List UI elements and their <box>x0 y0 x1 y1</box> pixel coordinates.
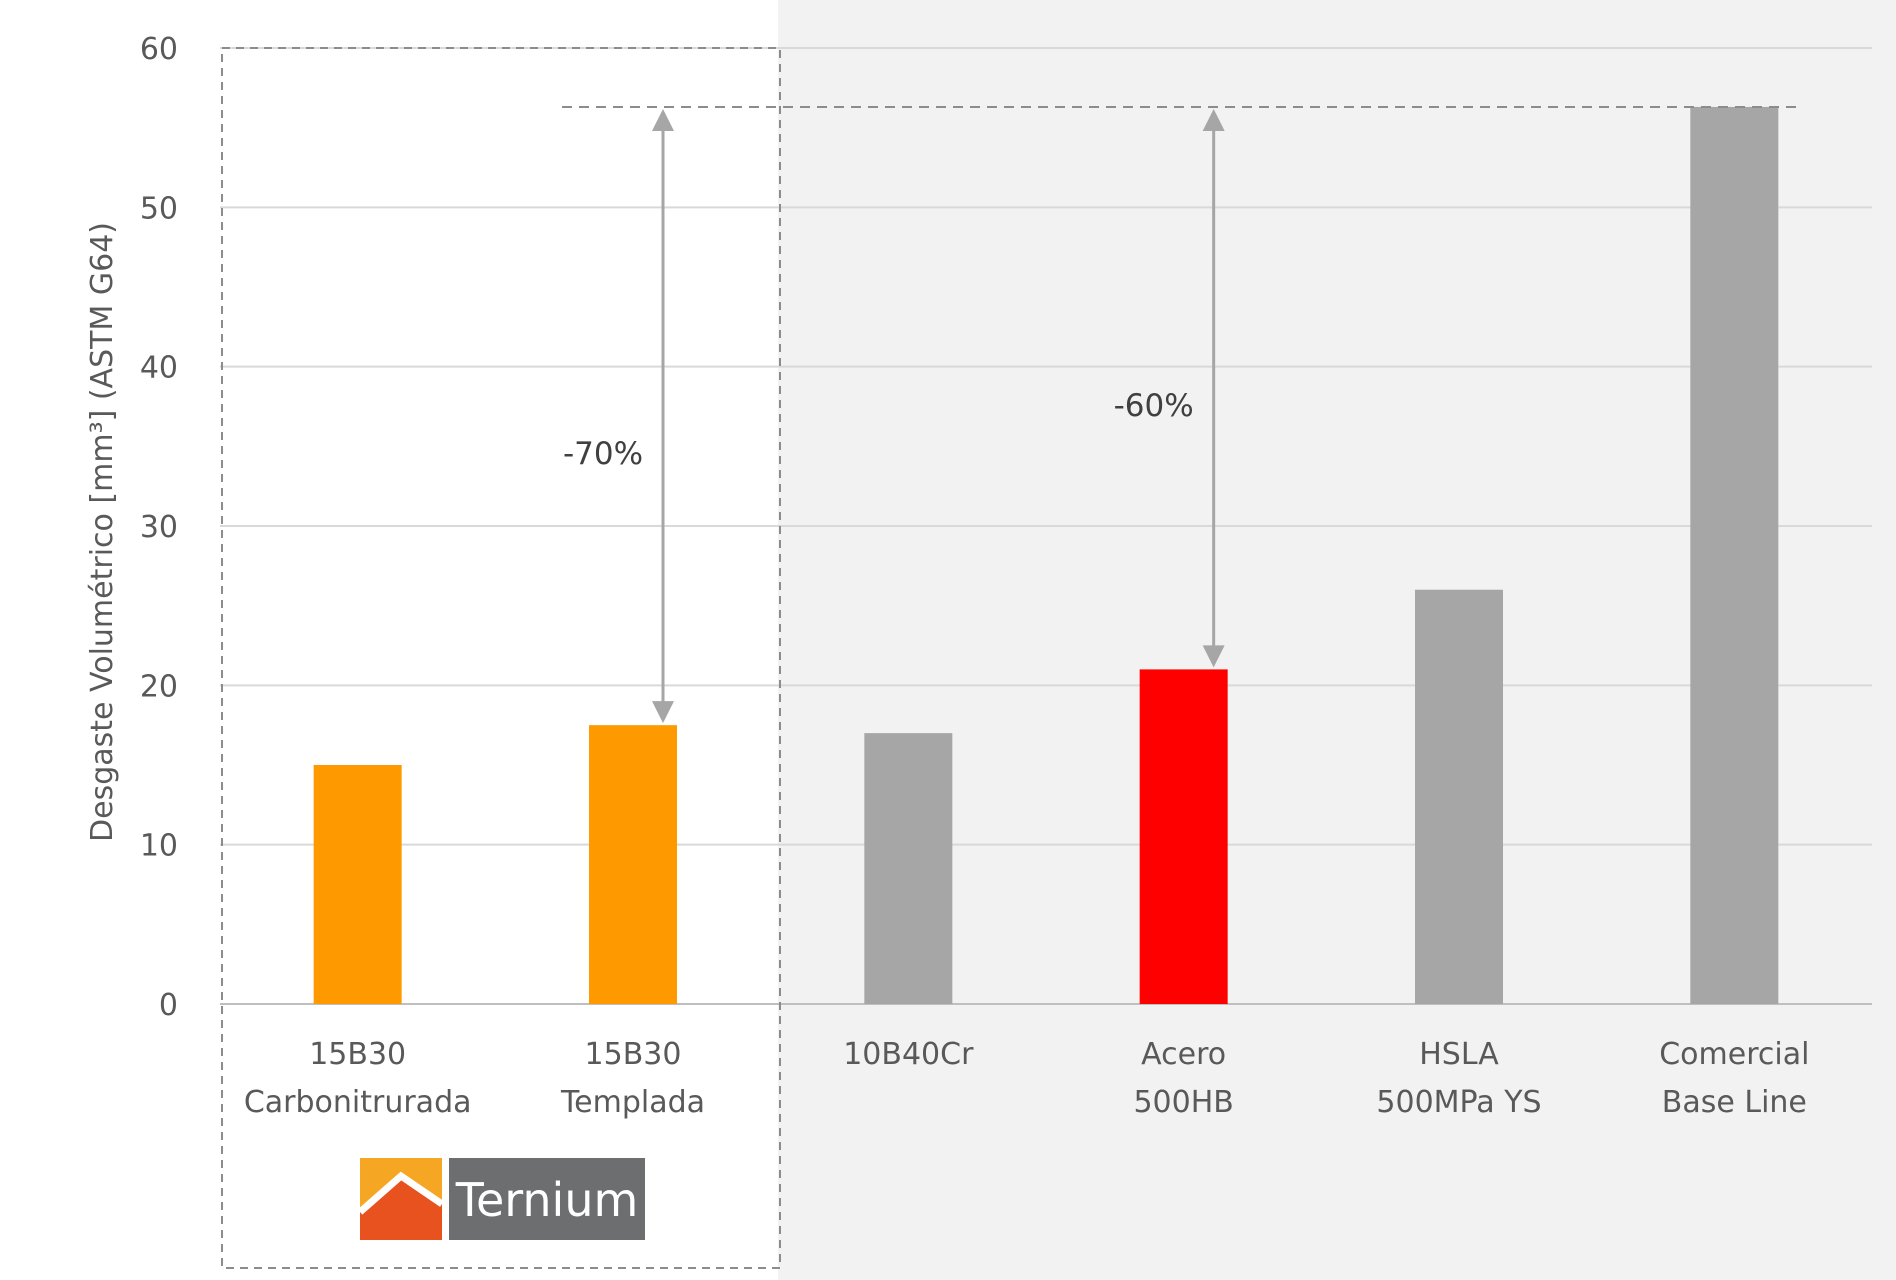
arrow-head-up <box>652 108 674 131</box>
y-tick-label: 10 <box>140 829 178 864</box>
y-tick-label: 30 <box>140 510 178 545</box>
annotation-label: -60% <box>1114 388 1194 424</box>
category-labels: 15B30 Carbonitrurada 15B30 Templada 10B40Cr A… <box>244 1037 1810 1120</box>
arrow-head-up <box>1202 108 1225 131</box>
annotation-label: -70% <box>563 436 643 472</box>
category-label: HSLA 500MPa YS <box>1376 1037 1541 1120</box>
y-tick-label: 20 <box>140 669 178 704</box>
y-axis-label: Desgaste Volumétrico [mm³] (ASTM G64) <box>85 222 120 842</box>
logo-wordmark-background <box>449 1158 645 1240</box>
y-tick-label: 40 <box>140 351 178 386</box>
bar <box>1690 106 1779 1005</box>
category-label: Comercial Base Line <box>1659 1037 1809 1120</box>
category-label: 10B40Cr <box>843 1037 974 1072</box>
y-axis-ticks: 0 10 20 30 40 50 60 <box>140 32 178 1023</box>
arrow-head-down <box>652 701 674 724</box>
y-tick-label: 0 <box>159 988 178 1023</box>
category-label: 15B30 Templada <box>560 1037 705 1120</box>
ternium-group-box <box>221 47 781 1269</box>
bar <box>864 733 953 1004</box>
bars <box>313 106 1779 1005</box>
bar <box>1415 589 1503 1004</box>
gridlines <box>220 47 1872 1005</box>
annotation-arrows: -70% -60% <box>563 108 1225 724</box>
ternium-logo: Ternium <box>357 1158 645 1240</box>
arrow-head-down <box>1202 645 1225 668</box>
bar <box>1139 669 1228 1004</box>
category-label: 15B30 Carbonitrurada <box>244 1037 472 1120</box>
bar <box>589 725 677 1004</box>
logo-mark-peak-line <box>357 1171 444 1215</box>
bar <box>313 765 402 1004</box>
y-tick-label: 50 <box>140 191 178 226</box>
y-tick-label: 60 <box>140 32 178 67</box>
logo-wordmark: Ternium <box>455 1173 639 1227</box>
category-label: Acero 500HB <box>1133 1037 1233 1120</box>
